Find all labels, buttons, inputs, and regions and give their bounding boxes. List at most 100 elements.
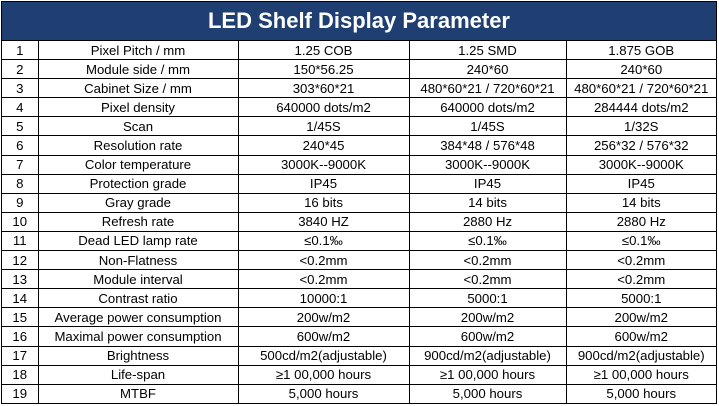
value-cell-3: 600w/m2 <box>565 326 716 347</box>
value-cell-2: <0.2mm <box>408 250 567 271</box>
row-number-cell: 6 <box>2 135 39 156</box>
table-row: 10 Refresh rate 3840 HZ 2880 Hz 2880 Hz <box>2 211 716 232</box>
row-number-cell: 7 <box>2 154 39 175</box>
value-cell-2: 1.25 SMD <box>408 41 567 61</box>
parameter-name-cell: Module side / mm <box>37 59 239 80</box>
value-cell-1: 303*60*21 <box>237 78 410 99</box>
value-cell-2: 240*60 <box>408 59 567 80</box>
value-cell-2: 5,000 hours <box>408 383 567 403</box>
value-cell-3: <0.2mm <box>565 269 716 290</box>
row-number-cell: 11 <box>2 230 39 252</box>
table-row: 7 Color temperature 3000K--9000K 3000K--900… <box>2 154 716 175</box>
parameter-name-cell: MTBF <box>37 383 239 403</box>
parameter-name-cell: Refresh rate <box>37 211 239 232</box>
parameter-table: 1 Pixel Pitch / mm 1.25 COB 1.25 SMD 1.875 G… <box>2 41 716 403</box>
value-cell-2: 200w/m2 <box>408 307 567 328</box>
table-row: 17 Brightness 500cd/m2(adjustable) 900cd/m2… <box>2 345 716 366</box>
parameter-name-cell: Average power consumption <box>37 307 239 328</box>
value-cell-3: 1.875 GOB <box>565 41 716 61</box>
parameter-name-cell: Protection grade <box>37 173 239 194</box>
parameter-name-cell: Brightness <box>37 345 239 366</box>
row-number-cell: 16 <box>2 326 39 347</box>
value-cell-3: 14 bits <box>565 192 716 213</box>
row-number-cell: 12 <box>2 250 39 271</box>
value-cell-3: 3000K--9000K <box>565 154 716 175</box>
parameter-name-cell: Color temperature <box>37 154 239 175</box>
value-cell-2: 5000:1 <box>408 288 567 309</box>
value-cell-1: 500cd/m2(adjustable) <box>237 345 410 366</box>
sheet-title: LED Shelf Display Parameter <box>2 2 716 41</box>
table-row: 16 Maximal power consumption 600w/m2 600w/m… <box>2 326 716 347</box>
row-number-cell: 19 <box>2 383 39 403</box>
value-cell-2: IP45 <box>408 173 567 194</box>
parameter-name-cell: Contrast ratio <box>37 288 239 309</box>
value-cell-1: 16 bits <box>237 192 410 213</box>
parameter-name-cell: Pixel Pitch / mm <box>37 41 239 61</box>
table-row: 5 Scan 1/45S 1/45S 1/32S <box>2 116 716 137</box>
value-cell-1: ≤0.1‰ <box>237 230 410 252</box>
value-cell-3: 900cd/m2(adjustable) <box>565 345 716 366</box>
parameter-name-cell: Module interval <box>37 269 239 290</box>
row-number-cell: 15 <box>2 307 39 328</box>
value-cell-1: 5,000 hours <box>237 383 410 403</box>
value-cell-1: 1/45S <box>237 116 410 137</box>
value-cell-1: IP45 <box>237 173 410 194</box>
table-row: 1 Pixel Pitch / mm 1.25 COB 1.25 SMD 1.875 G… <box>2 41 716 61</box>
value-cell-1: 640000 dots/m2 <box>237 97 410 118</box>
value-cell-3: IP45 <box>565 173 716 194</box>
value-cell-3: 2880 Hz <box>565 211 716 232</box>
value-cell-1: ≥1 00,000 hours <box>237 364 410 385</box>
parameter-name-cell: Cabinet Size / mm <box>37 78 239 99</box>
table-row: 15 Average power consumption 200w/m2 200w/m… <box>2 307 716 328</box>
value-cell-1: <0.2mm <box>237 269 410 290</box>
parameter-name-cell: Non-Flatness <box>37 250 239 271</box>
table-row: 4 Pixel density 640000 dots/m2 640000 dots/… <box>2 97 716 118</box>
value-cell-1: 10000:1 <box>237 288 410 309</box>
value-cell-2: 640000 dots/m2 <box>408 97 567 118</box>
parameter-name-cell: Pixel density <box>37 97 239 118</box>
table-row: 18 Life-span ≥1 00,000 hours ≥1 00,000 hour… <box>2 364 716 385</box>
value-cell-1: 1.25 COB <box>237 41 410 61</box>
value-cell-2: 900cd/m2(adjustable) <box>408 345 567 366</box>
row-number-cell: 5 <box>2 116 39 137</box>
value-cell-1: <0.2mm <box>237 250 410 271</box>
parameter-name-cell: Resolution rate <box>37 135 239 156</box>
row-number-cell: 3 <box>2 78 39 99</box>
value-cell-1: 3000K--9000K <box>237 154 410 175</box>
value-cell-3: ≥1 00,000 hours <box>565 364 716 385</box>
table-row: 12 Non-Flatness <0.2mm <0.2mm <0.2mm <box>2 250 716 271</box>
value-cell-3: ≤0.1‰ <box>565 230 716 252</box>
value-cell-3: 200w/m2 <box>565 307 716 328</box>
value-cell-2: <0.2mm <box>408 269 567 290</box>
table-row: 3 Cabinet Size / mm 303*60*21 480*60*21 / 7… <box>2 78 716 99</box>
row-number-cell: 18 <box>2 364 39 385</box>
value-cell-3: 1/32S <box>565 116 716 137</box>
table-row: 13 Module interval <0.2mm <0.2mm <0.2mm <box>2 269 716 290</box>
value-cell-2: 1/45S <box>408 116 567 137</box>
parameter-name-cell: Maximal power consumption <box>37 326 239 347</box>
value-cell-2: 3000K--9000K <box>408 154 567 175</box>
row-number-cell: 14 <box>2 288 39 309</box>
row-number-cell: 2 <box>2 59 39 80</box>
table-row: 2 Module side / mm 150*56.25 240*60 240*60 <box>2 59 716 80</box>
row-number-cell: 13 <box>2 269 39 290</box>
parameter-name-cell: Gray grade <box>37 192 239 213</box>
row-number-cell: 4 <box>2 97 39 118</box>
table-row: 11 Dead LED lamp rate ≤0.1‰ ≤0.1‰ ≤0.1‰ <box>2 230 716 252</box>
value-cell-3: 5,000 hours <box>565 383 716 403</box>
value-cell-2: ≤0.1‰ <box>408 230 567 252</box>
table-row: 19 MTBF 5,000 hours 5,000 hours 5,000 hours <box>2 383 716 403</box>
parameter-name-cell: Life-span <box>37 364 239 385</box>
value-cell-2: 2880 Hz <box>408 211 567 232</box>
row-number-cell: 9 <box>2 192 39 213</box>
value-cell-2: 600w/m2 <box>408 326 567 347</box>
value-cell-1: 240*45 <box>237 135 410 156</box>
value-cell-1: 600w/m2 <box>237 326 410 347</box>
value-cell-3: 480*60*21 / 720*60*21 <box>565 78 716 99</box>
value-cell-2: 480*60*21 / 720*60*21 <box>408 78 567 99</box>
value-cell-3: <0.2mm <box>565 250 716 271</box>
value-cell-3: 284444 dots/m2 <box>565 97 716 118</box>
table-row: 14 Contrast ratio 10000:1 5000:1 5000:1 <box>2 288 716 309</box>
value-cell-2: ≥1 00,000 hours <box>408 364 567 385</box>
